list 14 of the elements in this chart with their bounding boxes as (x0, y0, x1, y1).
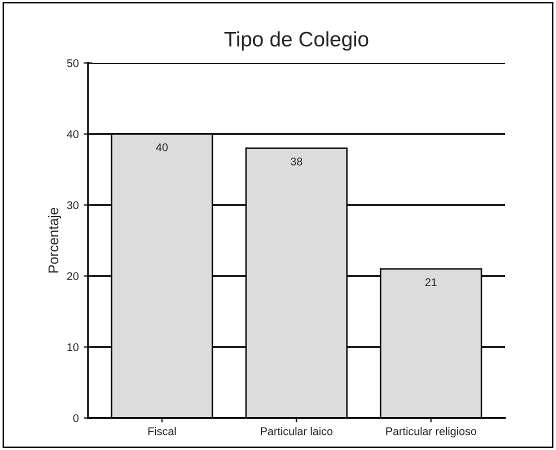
y-tick-label: 40 (66, 130, 79, 138)
data-label: 40 (156, 143, 168, 152)
data-label: 21 (425, 278, 437, 286)
y-tick-label: 10 (67, 343, 79, 352)
y-tick-label: 0 (73, 414, 79, 422)
chart-title: Tipo de Colegio (224, 31, 368, 51)
x-tick-label: Particular religioso (386, 427, 476, 438)
y-axis-title: Porcentaje (48, 208, 62, 273)
data-label: 38 (290, 158, 302, 166)
x-tick-label: Fiscal (148, 427, 176, 436)
y-tick-label: 30 (67, 201, 79, 210)
y-tick-label: 50 (67, 59, 79, 68)
y-tick-label: 20 (67, 272, 79, 280)
x-tick-label: Particular laico (260, 427, 332, 436)
